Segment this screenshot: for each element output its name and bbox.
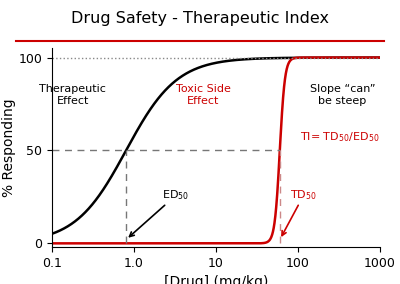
Text: Toxic Side
Effect: Toxic Side Effect (176, 84, 231, 106)
Y-axis label: % Responding: % Responding (2, 98, 16, 197)
X-axis label: [Drug] (mg/kg): [Drug] (mg/kg) (164, 275, 268, 284)
Text: ED$_{50}$: ED$_{50}$ (130, 189, 189, 237)
Text: Slope “can”
be steep: Slope “can” be steep (310, 84, 375, 106)
Text: Drug Safety - Therapeutic Index: Drug Safety - Therapeutic Index (71, 11, 329, 26)
Text: TD$_{50}$: TD$_{50}$ (282, 189, 317, 235)
Text: Therapeutic
Effect: Therapeutic Effect (40, 84, 106, 106)
Text: TI= TD$_{50}$/ED$_{50}$: TI= TD$_{50}$/ED$_{50}$ (300, 131, 379, 144)
